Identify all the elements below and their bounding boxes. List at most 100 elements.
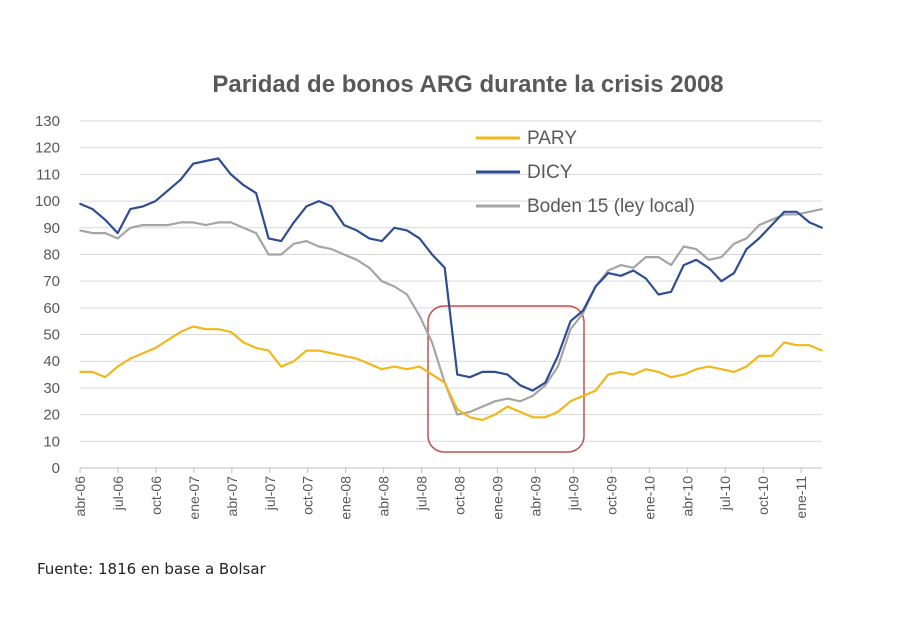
data-point	[129, 357, 132, 360]
data-point	[217, 157, 220, 160]
legend: PARY DICY Boden 15 (ley local)	[476, 128, 695, 217]
data-point	[707, 365, 710, 368]
data-point	[707, 266, 710, 269]
data-point	[91, 232, 94, 235]
x-tick-label: jul-08	[414, 476, 430, 511]
data-point	[330, 352, 333, 355]
data-point	[318, 245, 320, 248]
data-point	[821, 349, 823, 352]
data-point	[393, 226, 396, 229]
data-point	[242, 341, 245, 344]
data-point	[116, 232, 119, 235]
data-point	[418, 365, 421, 368]
data-point	[104, 218, 107, 221]
x-tick-label: oct-06	[148, 476, 164, 515]
data-point	[544, 381, 547, 384]
data-point	[280, 253, 283, 256]
x-tick-label: oct-09	[603, 476, 619, 515]
y-tick-label: 90	[43, 220, 60, 237]
data-point	[380, 280, 383, 283]
x-tick-label: abr-09	[527, 476, 543, 517]
data-point	[355, 258, 358, 261]
data-point	[494, 371, 496, 373]
data-point	[154, 200, 157, 203]
data-point	[607, 272, 610, 274]
series-line-pary	[80, 325, 823, 422]
data-point	[582, 312, 584, 315]
data-point	[795, 344, 798, 347]
data-point	[720, 368, 723, 371]
data-point	[607, 373, 610, 376]
data-point	[116, 365, 119, 368]
data-point	[343, 253, 345, 256]
data-point	[129, 226, 132, 229]
data-point	[519, 411, 522, 413]
y-tick-label: 70	[43, 273, 60, 290]
data-point	[230, 173, 232, 176]
data-point	[380, 240, 383, 243]
legend-label: DICY	[527, 162, 573, 183]
y-tick-label: 100	[35, 193, 60, 210]
data-point	[544, 384, 547, 387]
data-point	[154, 224, 157, 227]
data-point	[456, 373, 459, 376]
data-point	[179, 221, 182, 224]
x-tick-label: oct-08	[452, 476, 468, 515]
data-point	[758, 237, 760, 240]
data-point	[494, 413, 496, 416]
data-point	[808, 210, 811, 213]
data-point	[733, 272, 735, 274]
data-point	[481, 405, 484, 408]
data-point	[657, 293, 660, 296]
data-point	[506, 397, 509, 400]
data-point	[494, 400, 496, 403]
data-point	[469, 376, 471, 379]
data-point	[795, 210, 798, 213]
data-point	[431, 373, 433, 376]
data-point	[380, 368, 383, 371]
data-point	[456, 408, 459, 411]
data-point	[632, 266, 635, 269]
data-point	[142, 352, 144, 355]
data-point	[204, 224, 207, 227]
gridlines	[80, 120, 822, 469]
data-point	[456, 413, 459, 416]
y-axis: 0 10 20 30 40 50 60 70 80 90 100 110 120 130	[35, 113, 60, 477]
data-point	[167, 224, 169, 227]
data-point	[469, 416, 471, 419]
data-point	[192, 162, 195, 165]
data-point	[682, 245, 685, 248]
data-point	[808, 221, 811, 224]
data-point	[670, 264, 672, 266]
x-tick-label: abr-07	[224, 476, 240, 517]
data-point	[506, 405, 509, 408]
y-tick-label: 20	[43, 407, 60, 424]
data-point	[154, 347, 157, 349]
y-tick-label: 60	[43, 300, 60, 317]
data-point	[670, 290, 672, 293]
data-point	[619, 264, 622, 266]
data-point	[343, 224, 345, 227]
data-point	[758, 355, 760, 357]
data-point	[531, 416, 534, 419]
data-point	[531, 395, 534, 397]
series-lines	[79, 157, 823, 422]
x-tick-label: oct-10	[755, 476, 771, 515]
data-point	[79, 202, 81, 205]
data-point	[142, 224, 144, 227]
data-point	[783, 213, 786, 216]
x-tick-label: jul-06	[110, 476, 126, 511]
y-tick-label: 80	[43, 246, 60, 263]
data-point	[129, 208, 132, 211]
data-point	[594, 285, 597, 288]
y-tick-label: 50	[43, 327, 60, 344]
data-point	[79, 229, 81, 232]
data-point	[305, 349, 308, 352]
data-point	[431, 253, 433, 256]
x-tick-label: jul-10	[717, 476, 733, 511]
data-point	[770, 355, 773, 357]
data-point	[292, 221, 295, 224]
data-point	[355, 357, 358, 360]
data-point	[821, 226, 823, 229]
